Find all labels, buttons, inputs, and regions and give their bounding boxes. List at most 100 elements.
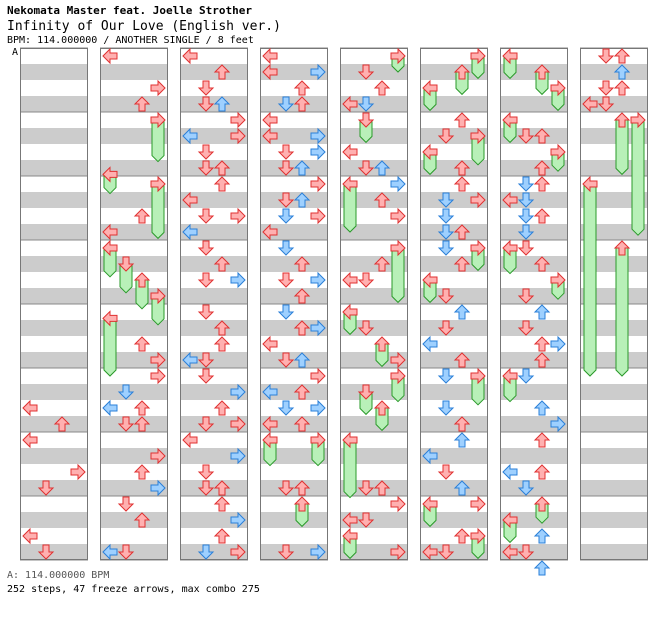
arrow-down-icon [437,288,455,304]
arrow-up-icon [453,528,471,544]
arrow-left-icon [502,239,518,257]
arrow-down-icon [517,368,535,384]
arrow-down-icon [117,384,135,400]
freeze-arrow-icon [583,183,597,377]
arrow-left-icon [502,367,518,385]
arrow-up-icon [533,336,551,352]
arrow-right-icon [550,143,566,161]
arrow-right-icon [390,367,406,385]
arrow-down-icon [517,240,535,256]
arrow-up-icon [213,96,231,112]
arrow-right-icon [230,543,246,561]
freeze-arrow-icon [151,183,165,240]
arrow-up-icon [613,112,631,128]
arrow-left-icon [22,399,38,417]
arrow-up-icon [533,160,551,176]
arrow-right-icon [310,367,326,385]
arrow-left-icon [502,511,518,529]
arrow-down-icon [117,544,135,560]
arrow-down-icon [517,192,535,208]
arrow-up-icon [133,96,151,112]
arrow-right-icon [230,511,246,529]
arrow-left-icon [422,143,438,161]
arrow-left-icon [342,431,358,449]
arrow-right-icon [550,271,566,289]
arrow-left-icon [22,527,38,545]
arrow-down-icon [277,160,295,176]
arrow-right-icon [310,143,326,161]
song-title: Infinity of Our Love (English ver.) [7,19,281,34]
arrow-up-icon [293,96,311,112]
arrow-down-icon [277,192,295,208]
arrow-down-icon [517,480,535,496]
arrow-right-icon [310,63,326,81]
arrow-left-icon [182,431,198,449]
arrow-down-icon [597,48,615,64]
arrow-right-icon [310,207,326,225]
arrow-down-icon [197,416,215,432]
arrow-left-icon [582,95,598,113]
arrow-right-icon [470,527,486,545]
arrow-up-icon [293,256,311,272]
arrow-up-icon [533,496,551,512]
arrow-up-icon [293,160,311,176]
arrow-left-icon [502,543,518,561]
arrow-down-icon [357,272,375,288]
arrow-left-icon [342,527,358,545]
arrow-left-icon [102,47,118,65]
arrow-up-icon [453,64,471,80]
arrow-down-icon [357,112,375,128]
arrow-right-icon [470,495,486,513]
arrow-right-icon [150,367,166,385]
arrow-right-icon [470,47,486,65]
arrow-right-icon [470,127,486,145]
arrow-up-icon [133,272,151,288]
arrow-right-icon [310,543,326,561]
arrow-right-icon [390,239,406,257]
arrow-left-icon [102,166,118,183]
arrow-left-icon [422,79,438,97]
arrow-right-icon [150,351,166,369]
arrow-down-icon [117,256,135,272]
arrow-down-icon [197,80,215,96]
arrow-up-icon [453,112,471,128]
arrow-down-icon [197,368,215,384]
arrow-down-icon [357,64,375,80]
arrow-up-icon [453,352,471,368]
arrow-right-icon [310,319,326,337]
arrow-up-icon [373,480,391,496]
arrow-down-icon [437,464,455,480]
arrow-up-icon [373,192,391,208]
arrow-down-icon [277,304,295,320]
arrow-up-icon [293,192,311,208]
arrow-right-icon [230,207,246,225]
arrow-up-icon [293,320,311,336]
arrow-right-icon [550,335,566,353]
arrow-down-icon [277,208,295,224]
arrow-down-icon [197,352,215,368]
arrow-right-icon [230,383,246,401]
arrow-down-icon [437,240,455,256]
arrow-right-icon [150,447,166,465]
arrow-left-icon [262,415,278,433]
freeze-arrow-icon [103,317,117,377]
arrow-down-icon [437,320,455,336]
arrow-left-icon [342,303,358,321]
arrow-down-icon [197,144,215,160]
arrow-left-icon [22,431,38,449]
arrow-up-icon [533,256,551,272]
arrow-right-icon [230,111,246,129]
arrow-left-icon [262,63,278,81]
arrow-right-icon [150,479,166,497]
arrow-right-icon [390,207,406,225]
arrow-down-icon [357,384,375,400]
arrow-down-icon [357,320,375,336]
arrow-up-icon [533,528,551,544]
arrow-up-icon [453,432,471,448]
arrow-down-icon [357,160,375,176]
arrow-left-icon [182,351,198,369]
arrow-up-icon [453,416,471,432]
arrow-up-icon [133,336,151,352]
arrow-up-icon [133,512,151,528]
arrow-right-icon [310,271,326,289]
